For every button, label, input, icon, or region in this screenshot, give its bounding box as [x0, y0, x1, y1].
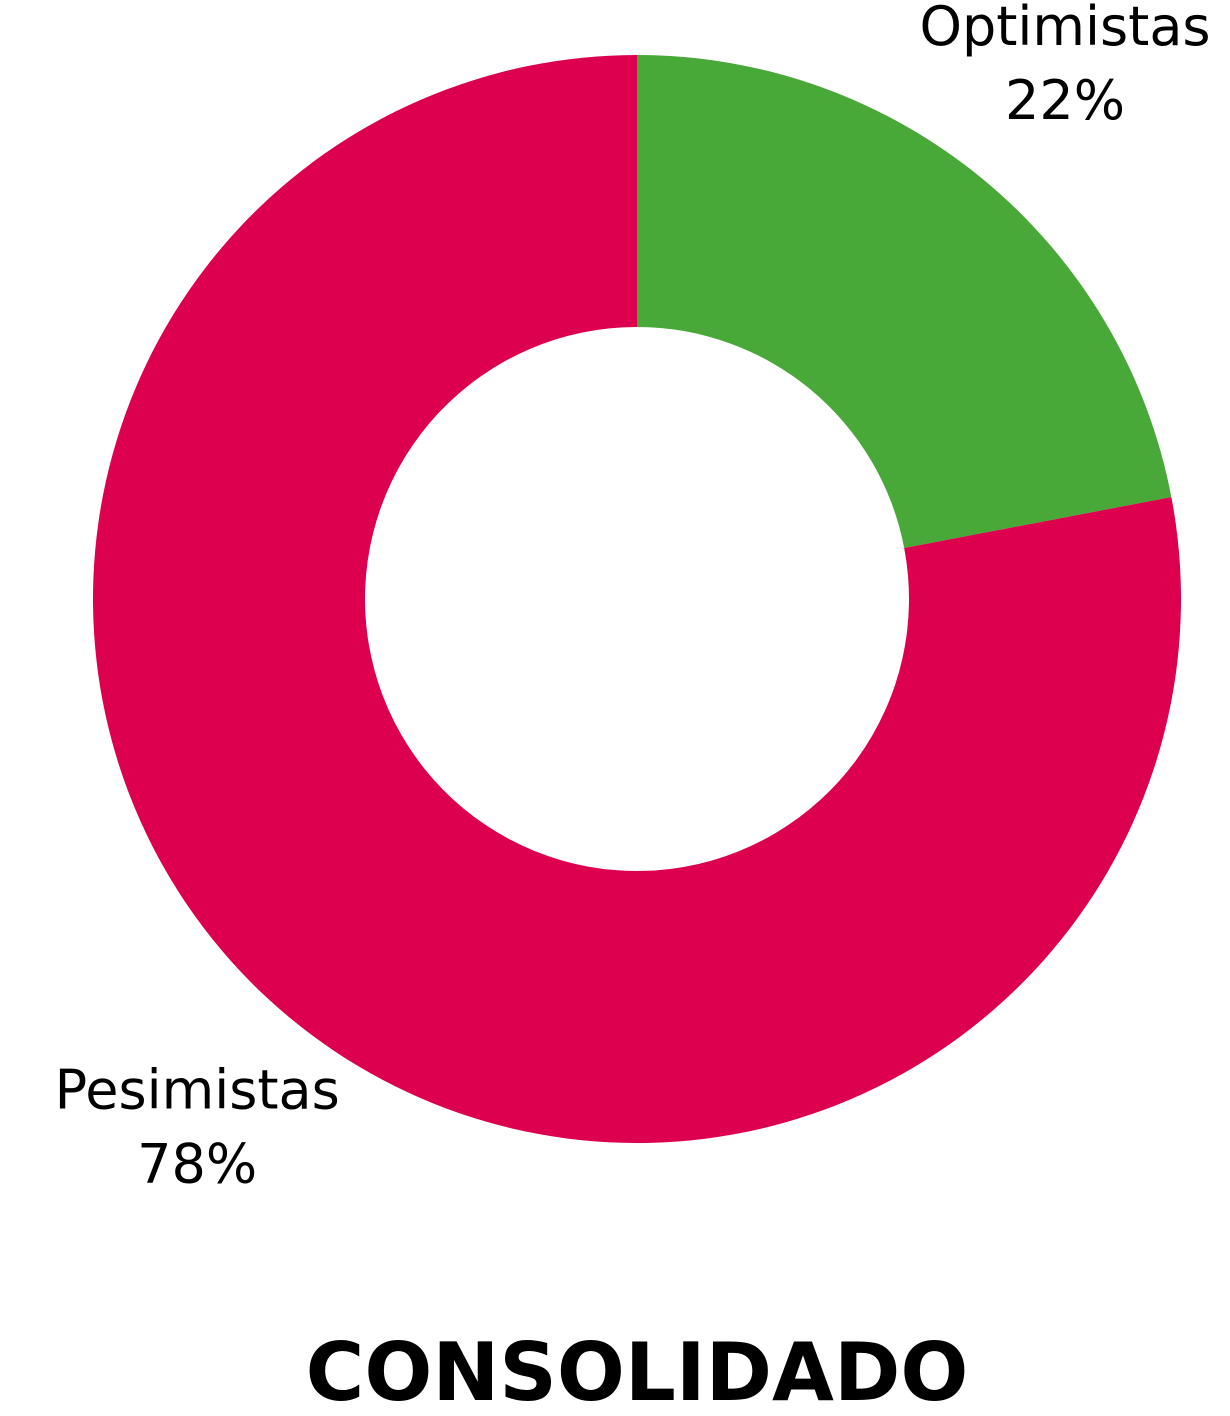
slice-label: Pesimistas	[55, 1058, 340, 1121]
donut-slice	[637, 55, 1172, 549]
value-label: 22%	[1005, 69, 1125, 132]
donut-slice	[93, 54, 1181, 1143]
value-label: 78%	[137, 1132, 257, 1195]
slice-label: Optimistas	[919, 0, 1210, 58]
chart-title: CONSOLIDADO	[306, 1326, 969, 1416]
